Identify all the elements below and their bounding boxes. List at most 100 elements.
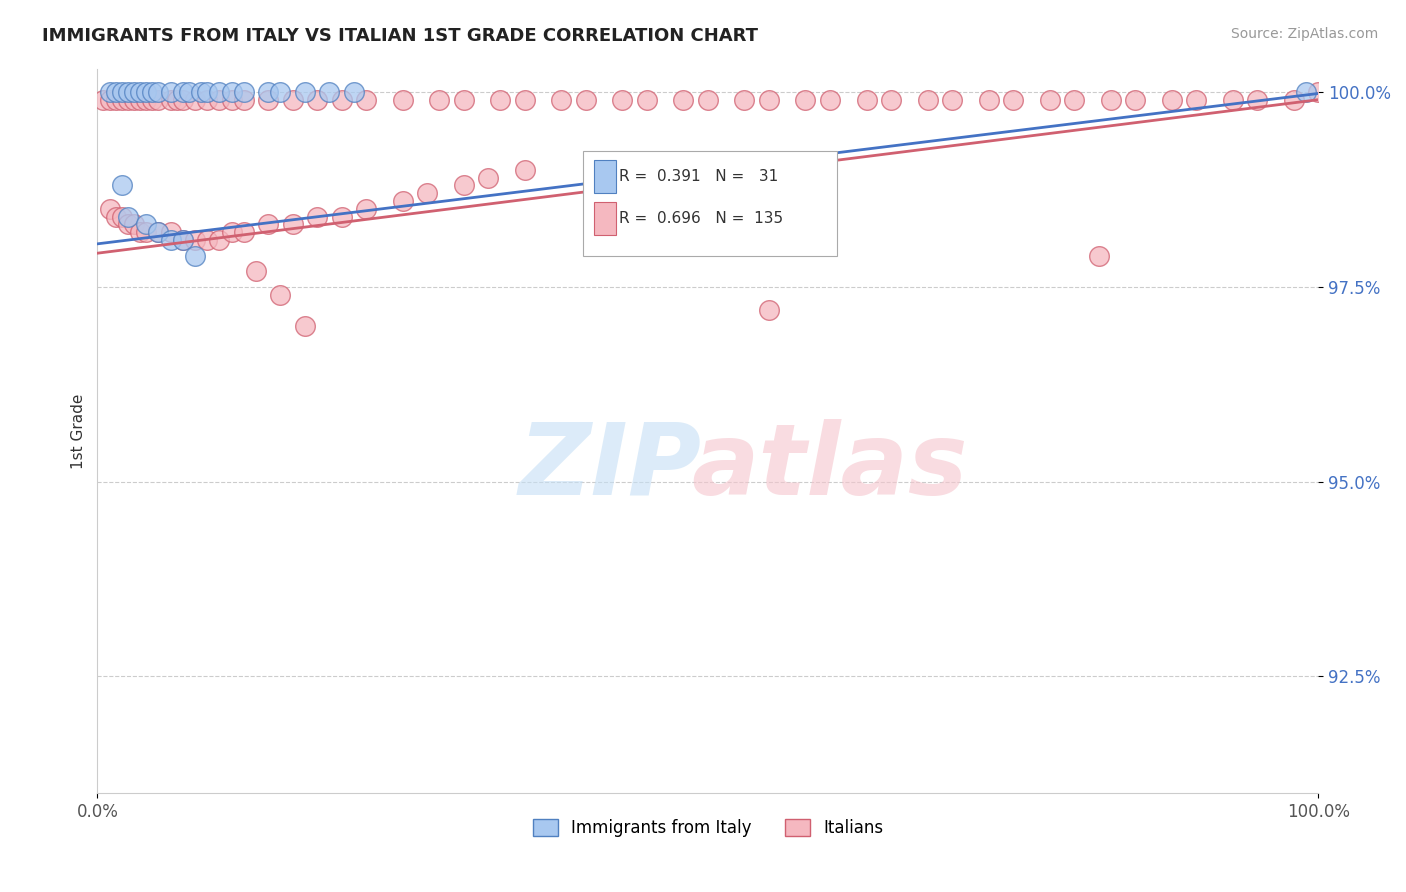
Point [330, 210, 353, 224]
Point [129, 85, 152, 99]
Point [1222, 93, 1244, 107]
Point [172, 85, 194, 99]
Point [1308, 85, 1330, 99]
Point [281, 93, 304, 107]
Point [208, 93, 231, 107]
Point [917, 93, 939, 107]
Point [148, 93, 170, 107]
Point [232, 225, 254, 239]
Point [354, 202, 377, 216]
Point [172, 233, 194, 247]
Point [98, 202, 121, 216]
Point [221, 85, 243, 99]
Point [1099, 93, 1122, 107]
Point [281, 218, 304, 232]
Point [416, 186, 439, 201]
Point [1185, 93, 1208, 107]
Point [148, 225, 170, 239]
Point [159, 93, 181, 107]
Point [672, 93, 695, 107]
Point [1160, 93, 1182, 107]
Point [1039, 93, 1062, 107]
Point [794, 93, 817, 107]
Point [111, 85, 134, 99]
Point [636, 93, 658, 107]
Legend: Immigrants from Italy, Italians: Immigrants from Italy, Italians [526, 813, 890, 844]
Point [427, 93, 450, 107]
Point [453, 93, 475, 107]
Point [195, 93, 218, 107]
Point [880, 93, 903, 107]
Point [257, 85, 280, 99]
Point [104, 85, 127, 99]
Point [122, 93, 145, 107]
Point [257, 218, 280, 232]
Point [177, 85, 200, 99]
Text: R =  0.696   N =  135: R = 0.696 N = 135 [619, 211, 783, 226]
Point [184, 93, 207, 107]
Point [318, 85, 340, 99]
Point [733, 93, 755, 107]
Point [758, 93, 780, 107]
Point [575, 93, 598, 107]
Point [122, 85, 145, 99]
Point [117, 210, 139, 224]
Point [172, 93, 194, 107]
Point [190, 85, 212, 99]
Point [612, 93, 634, 107]
Point [307, 210, 329, 224]
Point [855, 93, 877, 107]
Point [453, 178, 475, 193]
Point [343, 85, 366, 99]
Text: IMMIGRANTS FROM ITALY VS ITALIAN 1ST GRADE CORRELATION CHART: IMMIGRANTS FROM ITALY VS ITALIAN 1ST GRA… [42, 27, 758, 45]
Point [1063, 93, 1085, 107]
Point [135, 85, 157, 99]
Point [977, 93, 1000, 107]
Point [184, 248, 207, 262]
Point [1002, 93, 1025, 107]
Point [184, 233, 207, 247]
Point [257, 93, 280, 107]
Point [269, 85, 291, 99]
Point [477, 170, 499, 185]
Point [141, 85, 163, 99]
Point [294, 85, 316, 99]
Point [513, 93, 536, 107]
Point [818, 93, 841, 107]
Point [159, 233, 181, 247]
Point [111, 178, 134, 193]
Point [294, 318, 316, 333]
Point [195, 85, 218, 99]
Point [391, 194, 413, 208]
Text: R =  0.391   N =   31: R = 0.391 N = 31 [619, 169, 779, 184]
Point [159, 225, 181, 239]
Point [141, 93, 163, 107]
Point [195, 233, 218, 247]
Point [513, 162, 536, 177]
Point [159, 85, 181, 99]
Point [1087, 248, 1109, 262]
Point [135, 225, 157, 239]
Point [550, 93, 572, 107]
Point [111, 210, 134, 224]
Point [135, 218, 157, 232]
Point [98, 85, 121, 99]
Point [148, 225, 170, 239]
Point [117, 85, 139, 99]
Point [172, 233, 194, 247]
Point [111, 93, 134, 107]
Text: Source: ZipAtlas.com: Source: ZipAtlas.com [1230, 27, 1378, 41]
Point [941, 93, 963, 107]
Point [696, 93, 718, 107]
Y-axis label: 1st Grade: 1st Grade [72, 393, 86, 468]
Point [1295, 85, 1317, 99]
Point [117, 93, 139, 107]
Point [245, 264, 267, 278]
Point [221, 93, 243, 107]
Point [104, 93, 127, 107]
Text: ZIP: ZIP [519, 418, 702, 516]
Point [122, 218, 145, 232]
Point [232, 93, 254, 107]
Point [269, 287, 291, 301]
Point [135, 93, 157, 107]
